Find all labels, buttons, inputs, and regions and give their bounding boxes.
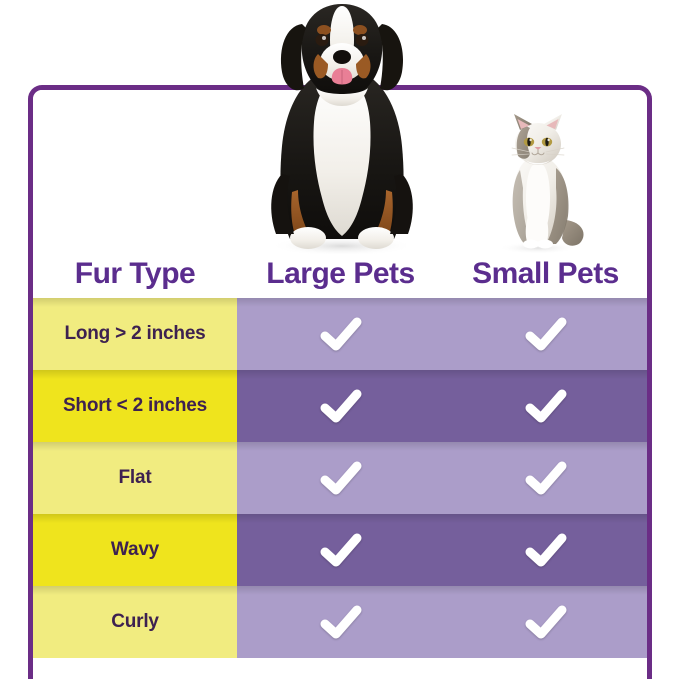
checkmark-icon [525,317,566,351]
table-row: Flat [33,442,647,514]
table-row: Short < 2 inches [33,370,647,442]
large-pets-cell [237,370,444,442]
checkmark-icon [320,389,361,423]
fur-type-label: Flat [118,467,152,488]
large-pets-cell [237,586,444,658]
fur-type-label: Long > 2 inches [64,323,206,344]
fur-type-label: Curly [111,611,159,632]
table-row: Long > 2 inches [33,298,647,370]
checkmark-icon [525,389,566,423]
small-pets-cell [444,586,647,658]
small-pets-cell [444,298,647,370]
small-pets-cell [444,442,647,514]
column-header-fur-type: Fur Type [74,257,196,290]
row-label-cell: Short < 2 inches [33,370,237,442]
large-pets-cell [237,298,444,370]
row-label-cell: Long > 2 inches [33,298,237,370]
large-pets-cell [237,442,444,514]
row-label-cell: Curly [33,586,237,658]
table-row: Curly [33,586,647,658]
column-header-large-pets: Large Pets [266,257,415,290]
checkmark-icon [320,605,361,639]
table-body: Long > 2 inches Short < 2 inches [33,298,647,679]
large-pets-cell [237,514,444,586]
row-label-cell: Wavy [33,514,237,586]
checkmark-icon [320,317,361,351]
small-pets-cell [444,514,647,586]
row-label-cell: Flat [33,442,237,514]
small-pets-cell [444,370,647,442]
checkmark-icon [525,605,566,639]
column-header-small-pets: Small Pets [472,257,619,290]
fur-type-label: Short < 2 inches [62,395,208,416]
checkmark-icon [525,461,566,495]
table-header-row: Fur Type Large Pets Small Pets [33,250,647,298]
table-row: Wavy [33,514,647,586]
fur-type-label: Wavy [110,539,160,560]
checkmark-icon [320,533,361,567]
fur-type-comparison-table: Fur Type Large Pets Small Pets Long > 2 … [28,85,652,679]
checkmark-icon [525,533,566,567]
checkmark-icon [320,461,361,495]
